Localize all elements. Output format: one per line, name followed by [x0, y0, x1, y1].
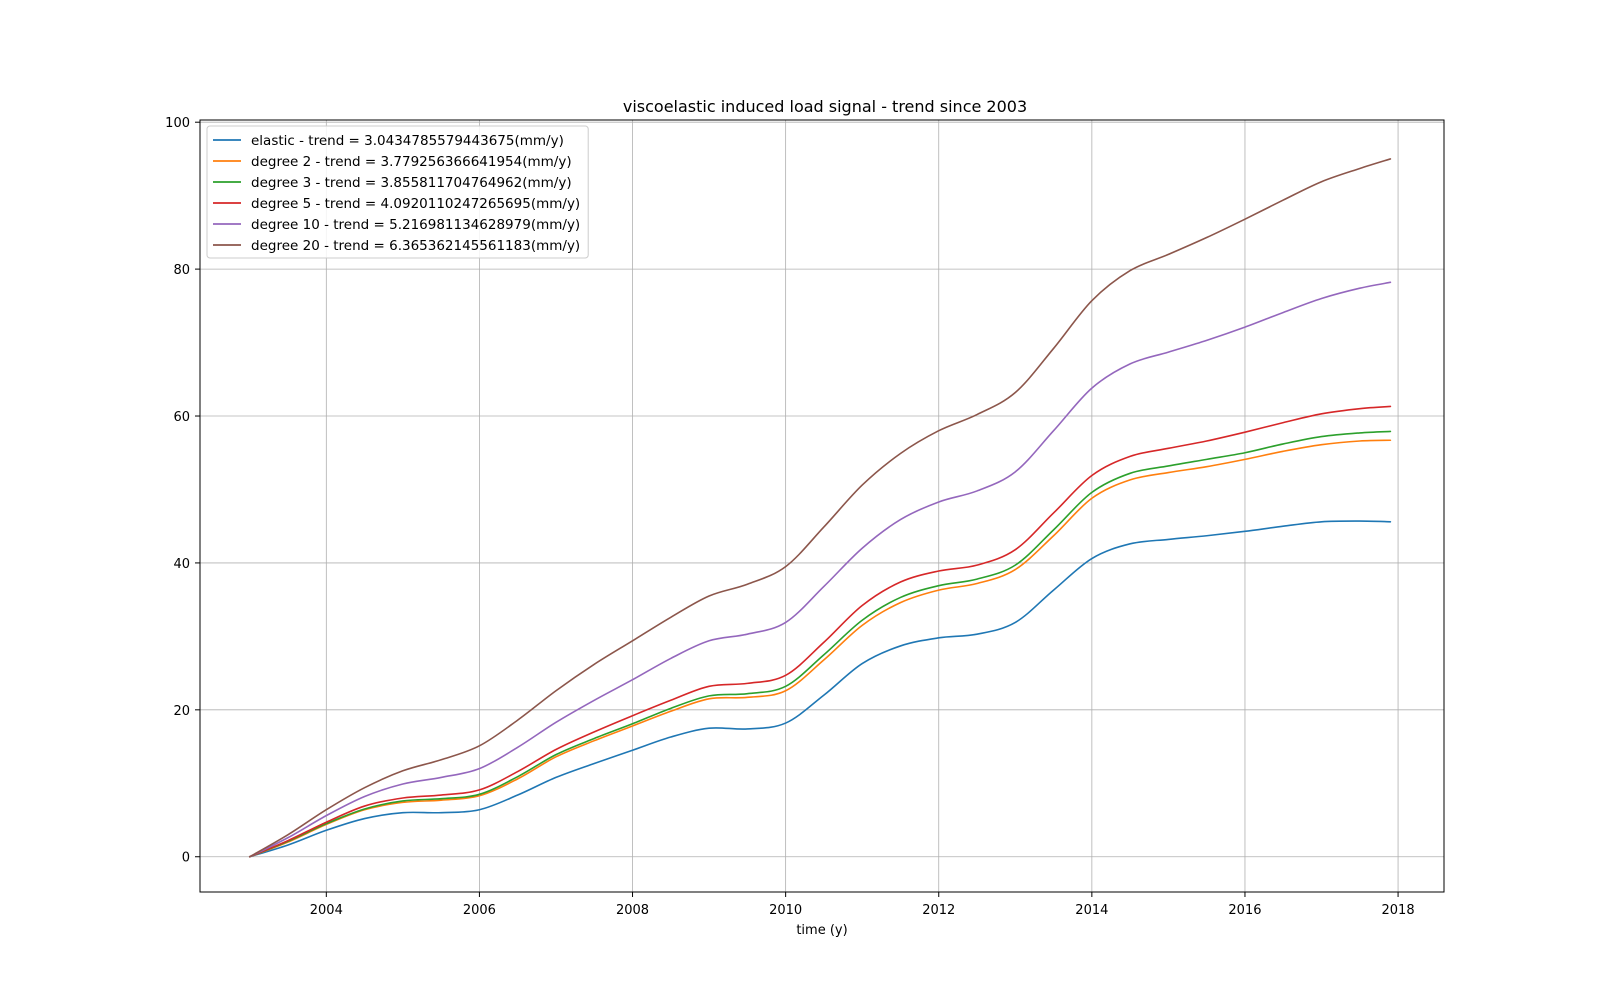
y-tick-label: 60: [173, 410, 190, 425]
legend-entry: degree 10 - trend = 5.216981134628979(mm…: [251, 217, 580, 233]
legend-entry: elastic - trend = 3.0434785579443675(mm/…: [251, 133, 564, 149]
legend-box: [206, 125, 589, 259]
legend-entry: degree 20 - trend = 6.365362145561183(mm…: [251, 238, 580, 254]
x-tick-label: 2008: [616, 903, 649, 918]
legend: elastic - trend = 3.0434785579443675(mm/…: [206, 125, 589, 259]
series-line-4: [248, 281, 1392, 858]
series-line-2: [248, 430, 1392, 858]
y-tick-label: 100: [165, 116, 190, 131]
chart-title: viscoelastic induced load signal - trend…: [623, 97, 1027, 116]
y-tick-label: 0: [182, 851, 190, 866]
series-line-0: [248, 520, 1392, 858]
x-tick-label: 2012: [922, 903, 955, 918]
x-tick-label: 2018: [1382, 903, 1415, 918]
series-lines: [248, 158, 1392, 858]
legend-entry: degree 5 - trend = 4.0920110247265695(mm…: [251, 196, 580, 212]
series-line-5: [248, 158, 1392, 858]
x-tick-label: 2004: [310, 903, 343, 918]
x-axis-label: time (y): [796, 923, 847, 938]
legend-entry: degree 3 - trend = 3.855811704764962(mm/…: [251, 175, 572, 191]
x-tick-label: 2016: [1228, 903, 1261, 918]
x-tick-label: 2010: [769, 903, 802, 918]
y-tick-label: 80: [173, 263, 190, 278]
grid-lines: [200, 120, 1444, 892]
series-line-3: [248, 405, 1392, 858]
axis-ticks: 2004 2006 2008 2010 2012 2014 2016 2018 0 20 40 60 8…: [165, 116, 1414, 918]
plot-frame: [199, 119, 1445, 893]
x-tick-label: 2014: [1075, 903, 1108, 918]
y-tick-label: 40: [173, 557, 190, 572]
legend-entry: degree 2 - trend = 3.779256366641954(mm/…: [251, 154, 572, 170]
y-tick-label: 20: [173, 704, 190, 719]
series-line-1: [248, 439, 1392, 858]
x-tick-label: 2006: [463, 903, 496, 918]
